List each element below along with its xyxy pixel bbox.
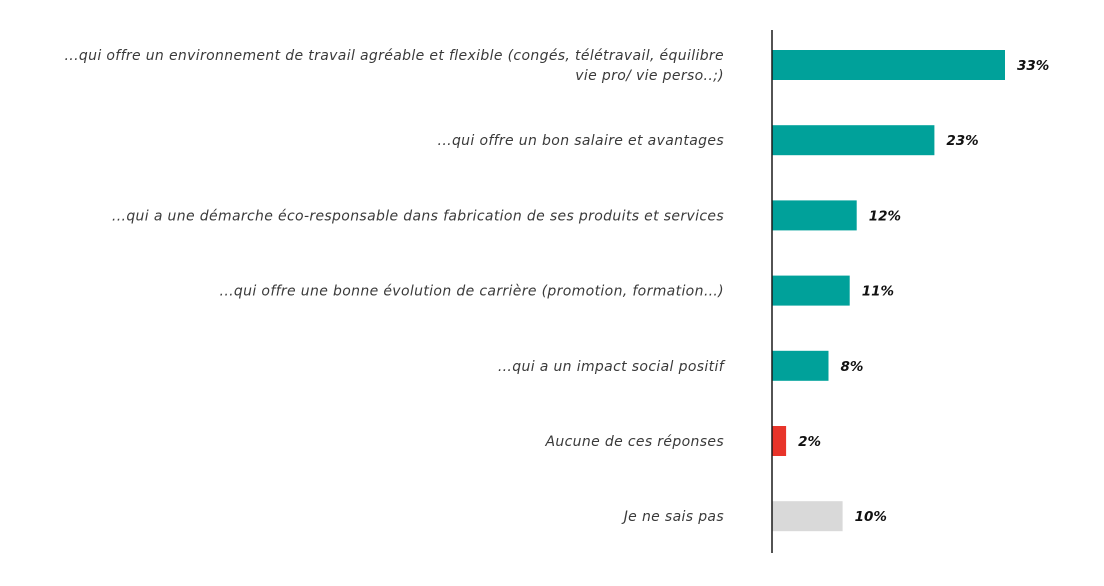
category-label-6: Je ne sais pas <box>621 509 724 525</box>
value-label-0: 33% <box>1017 58 1049 74</box>
value-label-2: 12% <box>869 208 901 224</box>
category-label-1: ...qui offre un bon salaire et avantages <box>438 133 724 149</box>
bar-4 <box>772 350 829 381</box>
bar-6 <box>772 501 843 532</box>
bar-1 <box>772 125 935 156</box>
category-label-3: ...qui offre une bonne évolution de carr… <box>220 284 724 300</box>
bar-0 <box>772 50 1005 80</box>
value-label-5: 2% <box>798 434 821 450</box>
bar-3 <box>772 275 850 306</box>
category-label-2: ...qui a une démarche éco-responsable da… <box>112 208 724 224</box>
value-label-6: 10% <box>855 509 887 525</box>
value-label-4: 8% <box>841 359 864 375</box>
bar-2 <box>772 200 857 231</box>
bars-layer <box>772 50 1005 532</box>
category-label-0-line-1: vie pro/ vie perso..;) <box>575 68 724 84</box>
category-label-5: Aucune de ces réponses <box>544 434 724 450</box>
bar-5 <box>772 426 787 456</box>
value-labels-layer: 33% 23% 12% 11% 8% 2% 10% <box>798 58 1049 525</box>
value-label-3: 11% <box>862 284 894 300</box>
category-label-0-line-0: ...qui offre un environnement de travail… <box>64 48 724 64</box>
category-labels-layer: ...qui offre un environnement de travail… <box>64 48 725 525</box>
category-label-4: ...qui a un impact social positif <box>498 359 726 375</box>
value-label-1: 23% <box>946 133 978 149</box>
